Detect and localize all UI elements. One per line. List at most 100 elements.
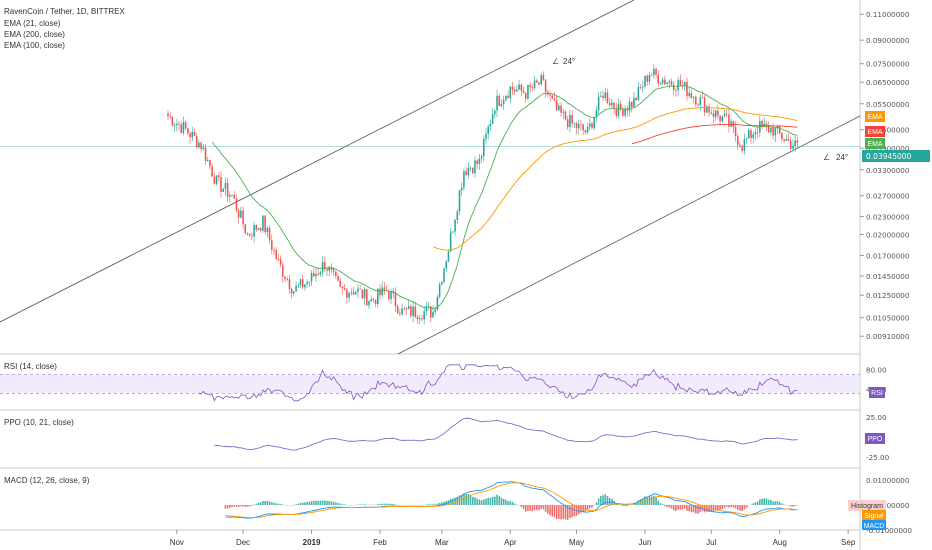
candle-body	[617, 104, 620, 117]
candle-body	[706, 106, 708, 113]
candle	[505, 95, 507, 102]
time-axis[interactable]: Nov Dec 2019 Feb Mar Apr May Jun Jul Aug Sep	[170, 530, 856, 547]
histogram-bar	[589, 505, 591, 509]
candle-body	[341, 286, 344, 288]
candle	[463, 168, 465, 191]
candle-body	[500, 104, 503, 106]
candle	[405, 306, 408, 316]
candle	[553, 92, 556, 102]
legend-ema100[interactable]: EMA (100, close)	[4, 41, 65, 50]
price-tick-label-11: 0.01700000	[866, 251, 910, 260]
candle-body	[789, 140, 792, 149]
histogram-bar	[392, 503, 395, 505]
candle-body	[312, 272, 315, 277]
candle	[748, 127, 750, 139]
candle	[639, 84, 642, 90]
candle-body	[589, 123, 591, 127]
price-tick-label-7: 0.03300000	[866, 166, 910, 175]
candle	[304, 284, 306, 291]
candle-body	[184, 122, 187, 129]
candle	[544, 79, 547, 99]
histogram-bar	[443, 501, 445, 505]
histogram-bar	[668, 505, 671, 508]
candle	[789, 136, 792, 151]
candle-body	[672, 84, 675, 91]
candle-body	[443, 268, 445, 283]
histogram-bar	[229, 505, 231, 508]
ppo-label[interactable]: PPO (10, 21, close)	[4, 418, 74, 427]
candle	[476, 159, 478, 170]
candle	[630, 101, 633, 113]
candle-body	[410, 306, 412, 316]
histogram-bar	[297, 503, 300, 505]
legend-ema200[interactable]: EMA (200, close)	[4, 30, 65, 39]
histogram-bar	[597, 498, 600, 505]
candle	[253, 221, 255, 243]
candle	[677, 76, 679, 97]
candle	[635, 96, 637, 101]
candle-body	[458, 190, 461, 212]
candle	[745, 137, 748, 144]
candle-body	[200, 142, 202, 150]
histogram-bar	[306, 501, 308, 505]
candle	[306, 279, 308, 288]
histogram-bar	[699, 505, 701, 513]
candle	[785, 134, 788, 142]
candle	[237, 208, 240, 224]
histogram-bar	[341, 504, 344, 505]
histogram-bar	[732, 505, 735, 508]
price-axis[interactable]: 0.11000000 0.09000000 0.07500000 0.06500000…	[860, 10, 910, 341]
candle	[407, 300, 410, 310]
histogram-bar	[295, 504, 297, 505]
candle	[262, 214, 264, 233]
candle-body	[748, 130, 750, 139]
histogram-bar	[650, 496, 653, 505]
candle-body	[434, 309, 436, 312]
histogram-bar	[244, 505, 247, 507]
candle-body	[661, 79, 664, 84]
candle	[273, 247, 275, 255]
candle	[485, 128, 487, 144]
candle-body	[485, 133, 487, 139]
histogram-bar	[476, 498, 478, 505]
candle-body	[308, 281, 311, 283]
histogram-bar	[233, 505, 236, 507]
candle	[436, 294, 439, 311]
candle-body	[266, 228, 269, 233]
candle-body	[390, 291, 392, 300]
macd-label[interactable]: MACD (12, 26, close, 9)	[4, 476, 90, 485]
candle	[432, 305, 434, 319]
candle-body	[560, 105, 562, 113]
last-price-label: 0.03945000	[866, 152, 912, 161]
candle	[467, 162, 470, 179]
candle	[562, 108, 565, 119]
candle	[288, 274, 291, 294]
histogram-bar	[551, 505, 554, 517]
candle-body	[478, 158, 481, 165]
candle	[719, 115, 721, 126]
candle-body	[792, 145, 794, 149]
candle	[452, 231, 454, 234]
candle-body	[582, 124, 584, 131]
candle-body	[520, 84, 523, 91]
candle-body	[767, 125, 770, 133]
rsi-label[interactable]: RSI (14, close)	[4, 362, 57, 371]
histogram-bar	[432, 504, 434, 505]
candle-body	[591, 123, 593, 129]
candle-body	[467, 167, 470, 175]
candle	[710, 109, 713, 115]
candlestick-series	[167, 63, 799, 325]
trend-channel[interactable]	[0, 0, 861, 355]
candle	[193, 128, 196, 137]
ppo-badge-label: PPO	[868, 436, 883, 443]
candle	[215, 174, 218, 186]
candle	[736, 133, 739, 150]
candle	[377, 288, 379, 308]
histogram-bar	[529, 505, 531, 511]
candle-body	[209, 159, 211, 167]
candle-body	[418, 318, 421, 320]
candle	[359, 284, 361, 290]
histogram-bar	[527, 505, 529, 511]
legend-ema21[interactable]: EMA (21, close)	[4, 19, 61, 28]
